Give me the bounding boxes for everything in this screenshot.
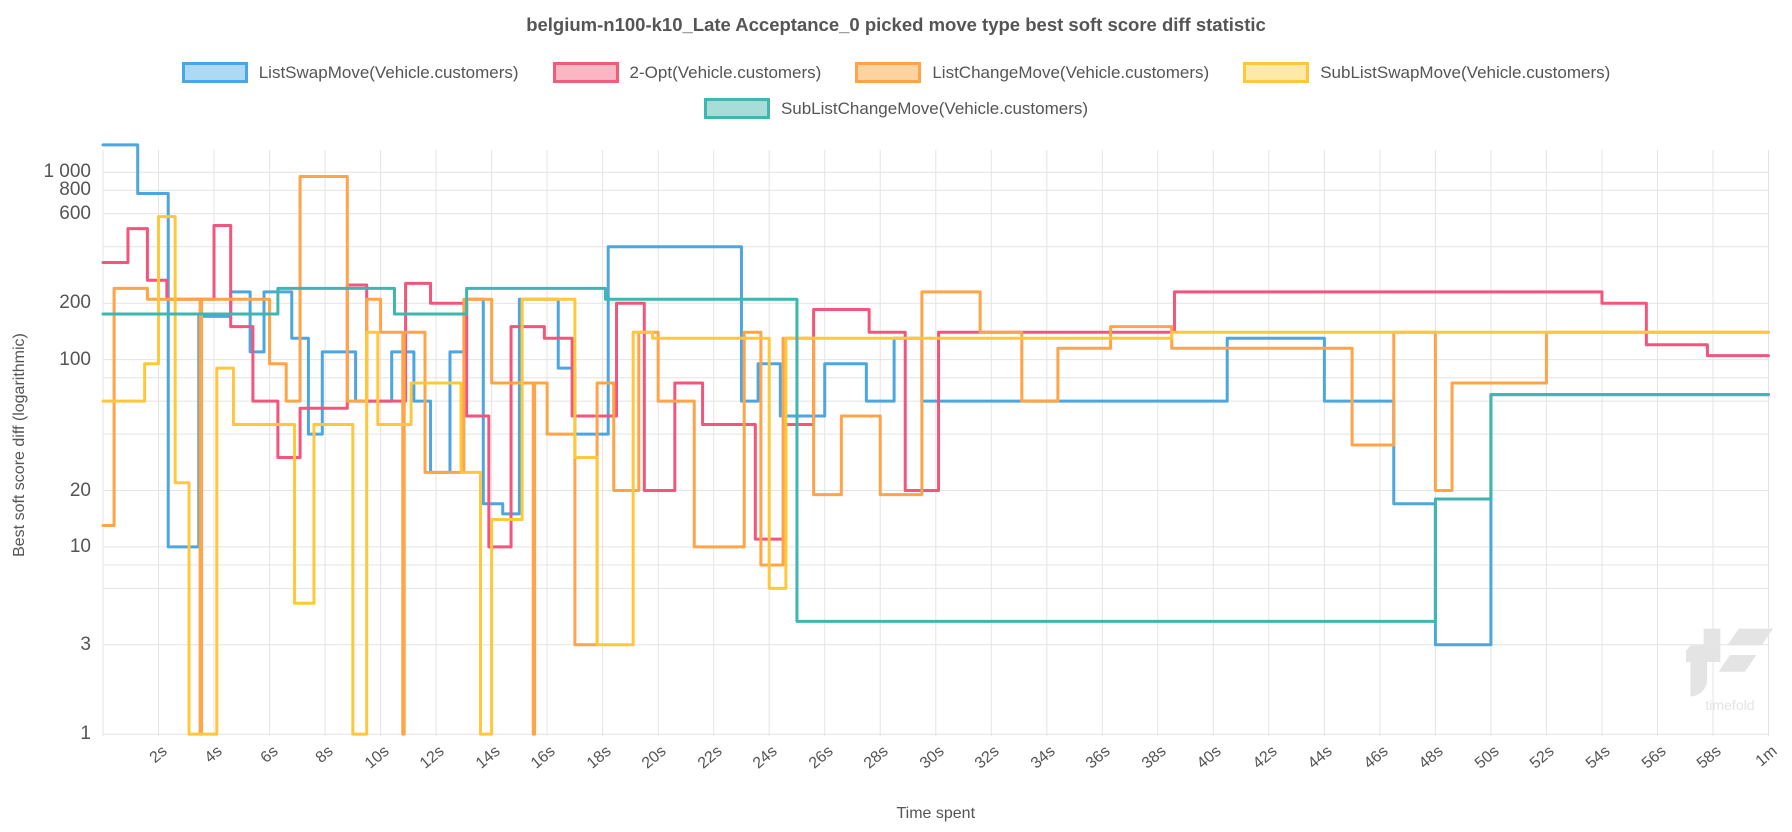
svg-text:timefold: timefold bbox=[1705, 697, 1754, 713]
